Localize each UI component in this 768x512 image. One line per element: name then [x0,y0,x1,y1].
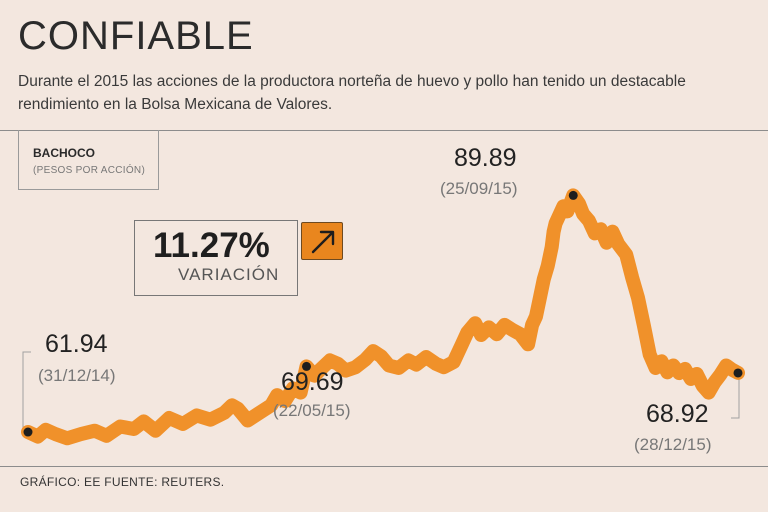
variation-callout: 11.27% VARIACIÓN [134,220,298,296]
arrow-up-right-icon [301,222,343,260]
annotation-marker [23,427,33,437]
price-line-chart: 61.94 (31/12/14) 69.69 (22/05/15) 89.89 (25/0… [21,144,745,454]
page-subtitle: Durante el 2015 las acciones de la produ… [18,73,686,113]
annotation-value: 61.94 [45,330,108,358]
annotation-date: (25/09/15) [440,179,518,198]
annotation-date: (22/05/15) [273,401,351,420]
variation-value: 11.27% [153,226,270,265]
series-name: BACHOCO [33,146,95,160]
annotation-value: 68.92 [646,400,709,428]
credits: GRÁFICO: EE FUENTE: REUTERS. [20,475,225,489]
annotation-date: (28/12/15) [634,435,712,454]
page-title: CONFIABLE [18,14,254,58]
series-unit: (PESOS POR ACCIÓN) [33,165,146,176]
leader-line-start [22,351,31,433]
annotation-value: 69.69 [281,368,344,396]
annotation-date: (31/12/14) [38,366,116,385]
annotation-marker [568,190,578,200]
annotation-marker [302,361,312,371]
series-legend: BACHOCO (PESOS POR ACCIÓN) [18,130,159,190]
top-divider [0,130,768,131]
annotation-value: 89.89 [454,144,517,172]
annotation-marker [733,368,743,378]
series-line-bachoco [21,188,745,446]
variation-label: VARIACIÓN [178,265,280,284]
leader-line-end [731,372,740,419]
bottom-divider [0,466,768,467]
